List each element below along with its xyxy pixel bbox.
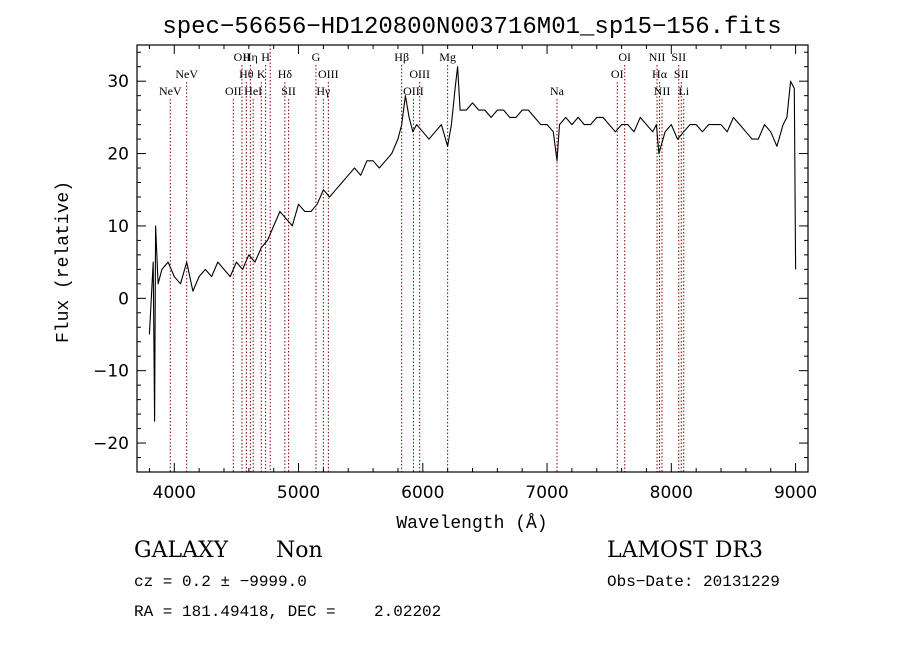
y-axis: −20 −10 0 10 20 30	[93, 51, 808, 459]
y-tick-label: −20	[93, 434, 129, 454]
spectral-line-label: K	[257, 67, 266, 81]
spectral-line-label: SII	[671, 50, 686, 64]
spectral-line-label: Hδ	[278, 67, 293, 81]
spectral-line-label: OIII	[409, 67, 430, 81]
y-axis-label: Flux (relative)	[54, 181, 74, 343]
subclass-label: Non	[276, 538, 323, 563]
spectral-line-label: Hα	[652, 67, 668, 81]
spectral-line-label: Hβ	[394, 50, 409, 64]
spectral-line-label: OIII	[403, 84, 424, 98]
x-tick-label: 8000	[650, 483, 693, 503]
spectral-line-label: Mg	[439, 50, 456, 64]
spectral-line-label: OI	[611, 67, 624, 81]
spectral-line-markers: NeVNeVOIIOIIHθHηHeIKHHδSIIGHγOIIIHβOIIIO…	[159, 45, 690, 472]
spectral-line-label: NII	[654, 84, 671, 98]
survey-label: LAMOST DR3	[607, 538, 763, 563]
x-axis-label: Wavelength (Å)	[396, 513, 547, 534]
spectral-line-label: Hγ	[316, 84, 331, 98]
x-tick-label: 4000	[153, 483, 196, 503]
spectral-line-label: OIII	[318, 67, 339, 81]
y-tick-label: 0	[118, 289, 129, 309]
galaxy-class-label: GALAXY	[134, 538, 229, 563]
spectral-line-label: Li	[678, 84, 689, 98]
spectral-line-label: SII	[674, 67, 689, 81]
obs-date-readout: Obs−Date: 20131229	[607, 573, 780, 591]
spectral-line-label: Na	[550, 84, 565, 98]
ra-dec-readout: RA = 181.49418, DEC = 2.02202	[134, 603, 442, 621]
x-tick-label: 5000	[277, 483, 320, 503]
spectrum-series	[148, 66, 797, 422]
spectral-line-label: NeV	[159, 84, 182, 98]
y-tick-label: 30	[107, 72, 129, 92]
spectral-line-label: H	[261, 50, 270, 64]
spectral-line-label: G	[312, 50, 321, 64]
spectral-line-label: OI	[618, 50, 631, 64]
spectral-line-label: OII	[225, 84, 242, 98]
x-tick-label: 6000	[401, 483, 444, 503]
x-tick-label: 7000	[525, 483, 568, 503]
spectral-line-label: NeV	[175, 67, 198, 81]
spectral-line-label: OII	[234, 50, 251, 64]
chart-title: spec−56656−HD120800N003716M01_sp15−156.f…	[162, 14, 781, 41]
x-axis: 4000 5000 6000 7000 8000 9000	[148, 45, 817, 503]
x-tick-label: 9000	[774, 483, 817, 503]
spectral-line-label: Hη	[243, 50, 258, 64]
y-tick-label: 10	[107, 217, 129, 237]
spectral-line-label: NII	[649, 50, 666, 64]
spectrum-line	[148, 66, 797, 422]
spectral-line-label: SII	[281, 84, 296, 98]
y-tick-label: 20	[107, 145, 129, 165]
spectral-line-label: HeI	[244, 84, 262, 98]
y-tick-label: −10	[93, 362, 129, 382]
spectral-line-label: Hθ	[239, 67, 254, 81]
plot-frame	[136, 44, 809, 473]
cz-readout: cz = 0.2 ± −9999.0	[134, 573, 307, 591]
